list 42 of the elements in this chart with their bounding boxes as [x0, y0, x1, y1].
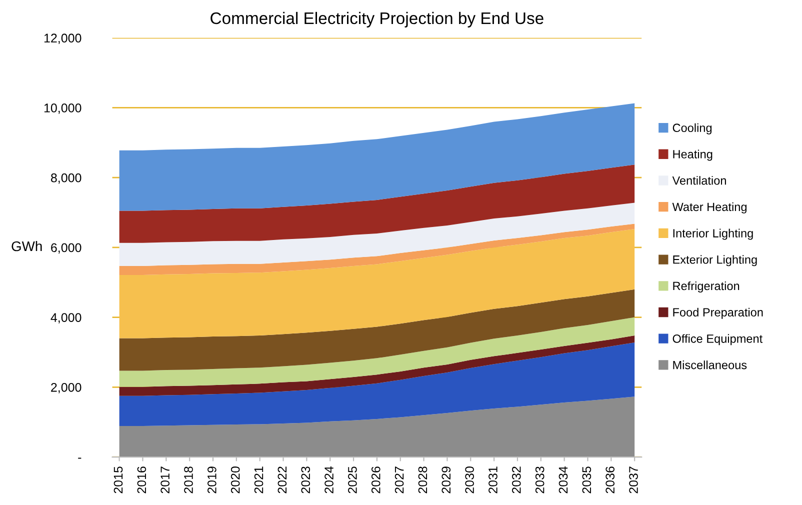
chart-title: Commercial Electricity Projection by End Use — [210, 12, 544, 28]
legend-label: Exterior Lighting — [673, 255, 757, 266]
x-tick-label: 2020 — [230, 466, 240, 494]
x-tick-label: 2031 — [488, 466, 498, 494]
x-tick-label: 2018 — [184, 466, 193, 494]
y-tick-label: 12,000 — [44, 34, 82, 44]
x-tick-label: 2036 — [606, 466, 615, 494]
x-tick-label: 2029 — [442, 466, 451, 494]
y-tick-label: 2,000 — [51, 382, 82, 394]
x-tick-label: 2016 — [137, 466, 146, 494]
x-tick-label: 2023 — [301, 466, 310, 494]
x-tick-label: 2027 — [394, 466, 404, 494]
x-tick-label: 2028 — [418, 466, 428, 494]
x-tick-label: 2021 — [254, 466, 264, 494]
x-tick-label: 2035 — [582, 466, 592, 494]
x-tick-label: 2025 — [348, 466, 357, 494]
legend-label: Ventilation — [672, 176, 726, 185]
y-tick-label: 10,000 — [44, 104, 82, 114]
y-tick-label: - — [78, 458, 82, 459]
y-tick-label: 6,000 — [51, 243, 82, 254]
legend-label: Miscellaneous — [673, 360, 747, 370]
x-tick-label: 2030 — [465, 466, 474, 494]
legend-label: Office Equipment — [672, 334, 763, 346]
legend-label: Food Preparation — [673, 308, 763, 319]
x-tick-label: 2037 — [629, 466, 638, 494]
legend-label: Cooling — [672, 123, 712, 134]
y-tick-label: 4,000 — [50, 313, 82, 324]
legend-label: Interior Lighting — [673, 228, 753, 240]
legend-label: Refrigeration — [673, 281, 740, 292]
x-tick-label: 2033 — [535, 466, 544, 494]
x-tick-label: 2024 — [324, 466, 334, 494]
y-axis-title: GWh — [12, 240, 42, 252]
x-tick-label: 2017 — [160, 466, 170, 494]
x-tick-label: 2015 — [114, 466, 123, 494]
x-tick-label: 2019 — [207, 466, 216, 494]
legend-label: Water Heating — [672, 202, 747, 214]
x-tick-label: 2034 — [558, 466, 568, 494]
x-tick-label: 2022 — [278, 466, 287, 494]
legend-label: Heating — [673, 150, 712, 161]
y-tick-label: 8,000 — [50, 173, 82, 184]
x-tick-label: 2026 — [371, 466, 380, 494]
x-tick-label: 2032 — [512, 466, 521, 494]
